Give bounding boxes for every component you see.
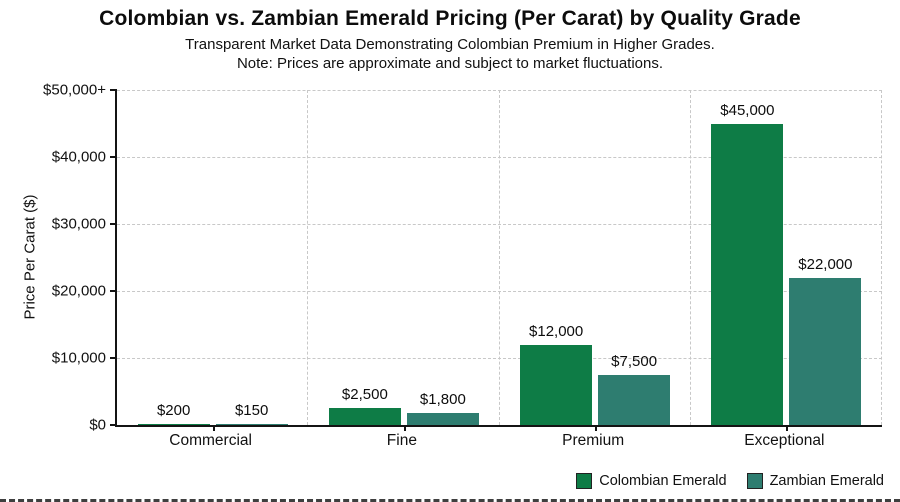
zambian-color-swatch bbox=[746, 473, 763, 489]
bar-value-label: $12,000 bbox=[529, 322, 584, 340]
bar-colombian-fine bbox=[328, 408, 401, 425]
bar-colombian-exceptional bbox=[711, 123, 784, 425]
y-tick-label: $40,000 bbox=[51, 148, 106, 166]
bottom-dashed-rule bbox=[0, 499, 900, 502]
bar-value-label: $200 bbox=[156, 401, 191, 419]
h-gridline bbox=[117, 157, 882, 158]
bar-value-label: $2,500 bbox=[341, 386, 388, 404]
legend-label-colombian: Colombian Emerald bbox=[599, 473, 727, 489]
y-tick bbox=[110, 89, 117, 91]
y-tick-label: $0 bbox=[89, 416, 106, 434]
x-tick bbox=[786, 425, 789, 431]
chart-subtitle: Transparent Market Data Demonstrating Co… bbox=[185, 36, 715, 53]
v-gridline bbox=[689, 90, 691, 425]
x-tick-label: Commercial bbox=[169, 432, 252, 449]
bar-value-label: $22,000 bbox=[798, 255, 853, 273]
legend-item-zambian: Zambian Emerald bbox=[746, 473, 884, 489]
y-tick bbox=[110, 357, 117, 359]
y-tick bbox=[110, 223, 117, 225]
x-tick-label: Exceptional bbox=[744, 432, 825, 449]
bar-value-label: $7,500 bbox=[611, 352, 658, 370]
x-tick-label: Premium bbox=[562, 432, 625, 449]
bar-zambian-commercial bbox=[215, 423, 288, 425]
y-tick bbox=[110, 424, 117, 426]
h-gridline bbox=[117, 90, 882, 91]
x-tick bbox=[212, 425, 215, 431]
y-tick bbox=[110, 156, 117, 158]
h-gridline bbox=[117, 224, 882, 225]
y-tick-label: $10,000 bbox=[51, 349, 106, 367]
x-tick bbox=[403, 425, 406, 431]
x-axis-tick-labels: Commercial Fine Premium Exceptional bbox=[115, 432, 880, 454]
v-gridline bbox=[881, 90, 882, 425]
x-tick-label: Fine bbox=[386, 432, 417, 449]
h-gridline bbox=[117, 358, 882, 359]
bar-value-label: $150 bbox=[234, 401, 269, 419]
chart-title: Colombian vs. Zambian Emerald Pricing (P… bbox=[99, 7, 801, 30]
h-gridline bbox=[117, 291, 882, 292]
plot-area: $200 $150 $2,500 $1,800 $12,000 $7,500 $45,000… bbox=[110, 89, 882, 431]
bar-zambian-premium bbox=[598, 374, 671, 425]
legend-item-colombian: Colombian Emerald bbox=[576, 473, 727, 489]
v-gridline bbox=[498, 90, 500, 425]
bar-value-label: $45,000 bbox=[720, 101, 775, 119]
y-axis-tick-labels: $0 $10,000 $20,000 $30,000 $40,000 $50,000+ bbox=[0, 82, 106, 434]
y-tick-label: $20,000 bbox=[51, 282, 106, 300]
bar-colombian-commercial bbox=[137, 423, 210, 425]
legend-label-zambian: Zambian Emerald bbox=[769, 473, 884, 489]
bar-value-label: $1,800 bbox=[419, 390, 466, 408]
legend: Colombian Emerald Zambian Emerald bbox=[576, 473, 884, 489]
y-tick-label: $30,000 bbox=[51, 215, 106, 233]
v-gridline bbox=[307, 90, 309, 425]
chart-note: Note: Prices are approximate and subject… bbox=[236, 55, 664, 72]
colombian-color-swatch bbox=[576, 473, 593, 489]
x-tick bbox=[595, 425, 598, 431]
bar-zambian-fine bbox=[406, 412, 479, 425]
bar-zambian-exceptional bbox=[789, 277, 862, 425]
bar-colombian-premium bbox=[520, 344, 593, 425]
y-tick bbox=[110, 290, 117, 292]
y-tick-label: $50,000+ bbox=[43, 81, 106, 99]
